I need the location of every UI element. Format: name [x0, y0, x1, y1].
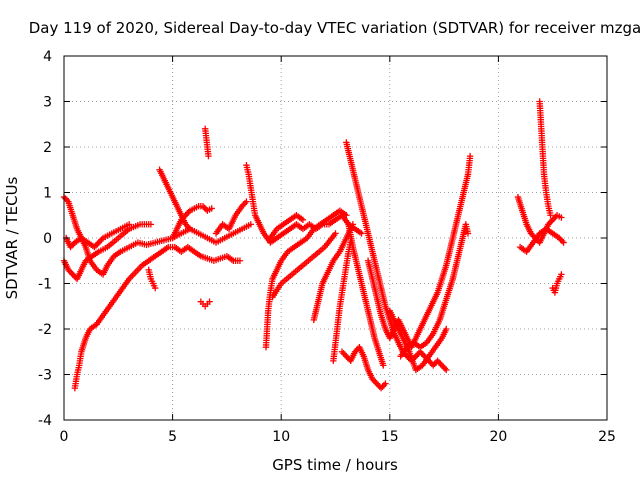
x-tick-label: 15	[381, 429, 399, 445]
y-tick-label: -3	[38, 368, 52, 384]
data-point	[418, 350, 425, 357]
plot-frame	[63, 55, 608, 421]
series-arc-19	[345, 221, 387, 369]
series-arc-25	[536, 98, 554, 219]
data-point	[380, 362, 387, 369]
series-arc-22	[386, 307, 450, 374]
data-point	[92, 242, 100, 249]
data-point	[62, 195, 69, 202]
data-point	[375, 381, 382, 389]
data-point	[338, 348, 346, 355]
data-point	[343, 212, 350, 219]
data-point	[186, 225, 194, 233]
data-point	[382, 380, 389, 387]
data-point	[558, 214, 565, 221]
series-arc-14	[269, 230, 339, 301]
data-point	[414, 351, 421, 358]
data-points	[60, 98, 567, 392]
series-arc-7	[169, 202, 215, 242]
data-point	[236, 257, 244, 264]
data-point	[97, 237, 104, 245]
data-point	[430, 362, 437, 369]
series-arc-2	[60, 221, 155, 283]
series-arc-8	[201, 125, 212, 160]
data-point	[340, 350, 347, 357]
data-point	[558, 237, 566, 245]
data-point	[205, 152, 212, 160]
data-point	[464, 230, 472, 237]
series-arc-20	[364, 152, 474, 351]
y-tick-label: -1	[38, 277, 52, 293]
series-arc-1	[60, 193, 254, 278]
data-point	[341, 351, 349, 358]
series-arc-13	[267, 212, 307, 242]
data-point	[547, 212, 554, 219]
data-point	[438, 362, 446, 369]
x-tick-label: 25	[598, 429, 616, 445]
y-tick-label: 2	[43, 140, 52, 156]
series-arc-4	[71, 243, 244, 392]
x-tick-label: 0	[60, 429, 69, 445]
series-arc-24	[516, 225, 567, 255]
data-point	[68, 269, 75, 277]
data-point	[437, 360, 444, 368]
data-point	[208, 205, 215, 212]
data-point	[373, 380, 380, 387]
grid-lines	[64, 56, 607, 420]
axis-ticks: 0 5 10 15 20 25 -4 -3 -2 -1 0 1 2 3 4	[38, 49, 616, 445]
x-tick-label: 20	[489, 429, 507, 445]
y-tick-label: 3	[43, 95, 52, 111]
data-point	[243, 198, 250, 205]
data-point	[419, 351, 427, 358]
y-tick-label: -4	[38, 413, 52, 429]
y-tick-label: -2	[38, 322, 52, 338]
data-point	[560, 239, 567, 246]
data-point	[558, 271, 565, 278]
data-point	[299, 216, 307, 223]
series-arc-9	[197, 298, 213, 310]
data-point	[206, 298, 213, 305]
series-arc-17	[343, 139, 450, 374]
data-point	[466, 152, 474, 160]
y-tick-label: 0	[43, 231, 52, 247]
data-point	[443, 366, 450, 374]
data-point	[95, 239, 102, 246]
data-point	[247, 221, 254, 228]
series-arc-6	[156, 166, 194, 233]
data-point	[441, 365, 449, 372]
data-point	[380, 381, 388, 389]
y-axis-label: SDTVAR / TECUs	[3, 176, 21, 299]
y-tick-label: 1	[43, 186, 52, 202]
series-arc-3	[62, 221, 133, 251]
data-point	[183, 210, 191, 217]
x-tick-label: 5	[168, 429, 177, 445]
data-point	[379, 383, 386, 390]
data-point	[548, 218, 555, 225]
series-arc-11	[212, 198, 250, 237]
data-point	[152, 284, 159, 292]
data-point	[358, 230, 365, 237]
data-point	[435, 359, 443, 366]
x-tick-label: 10	[272, 429, 290, 445]
series-arc-5	[145, 266, 159, 292]
series-arc-18	[338, 344, 389, 392]
data-point	[147, 221, 155, 228]
data-point	[440, 363, 447, 371]
chart-title: Day 119 of 2020, Sidereal Day-to-day VTE…	[29, 19, 640, 37]
data-point	[125, 221, 133, 228]
data-point	[241, 199, 249, 207]
x-axis-label: GPS time / hours	[272, 456, 398, 474]
data-point	[332, 230, 339, 237]
data-point	[431, 360, 438, 368]
series-arc-21	[397, 221, 472, 360]
data-point	[372, 378, 379, 386]
data-point	[443, 325, 450, 333]
series-arc-10	[243, 162, 365, 246]
y-tick-label: 4	[43, 49, 52, 65]
data-point	[434, 357, 441, 365]
series-arc-26	[549, 271, 565, 296]
data-point	[377, 384, 385, 392]
